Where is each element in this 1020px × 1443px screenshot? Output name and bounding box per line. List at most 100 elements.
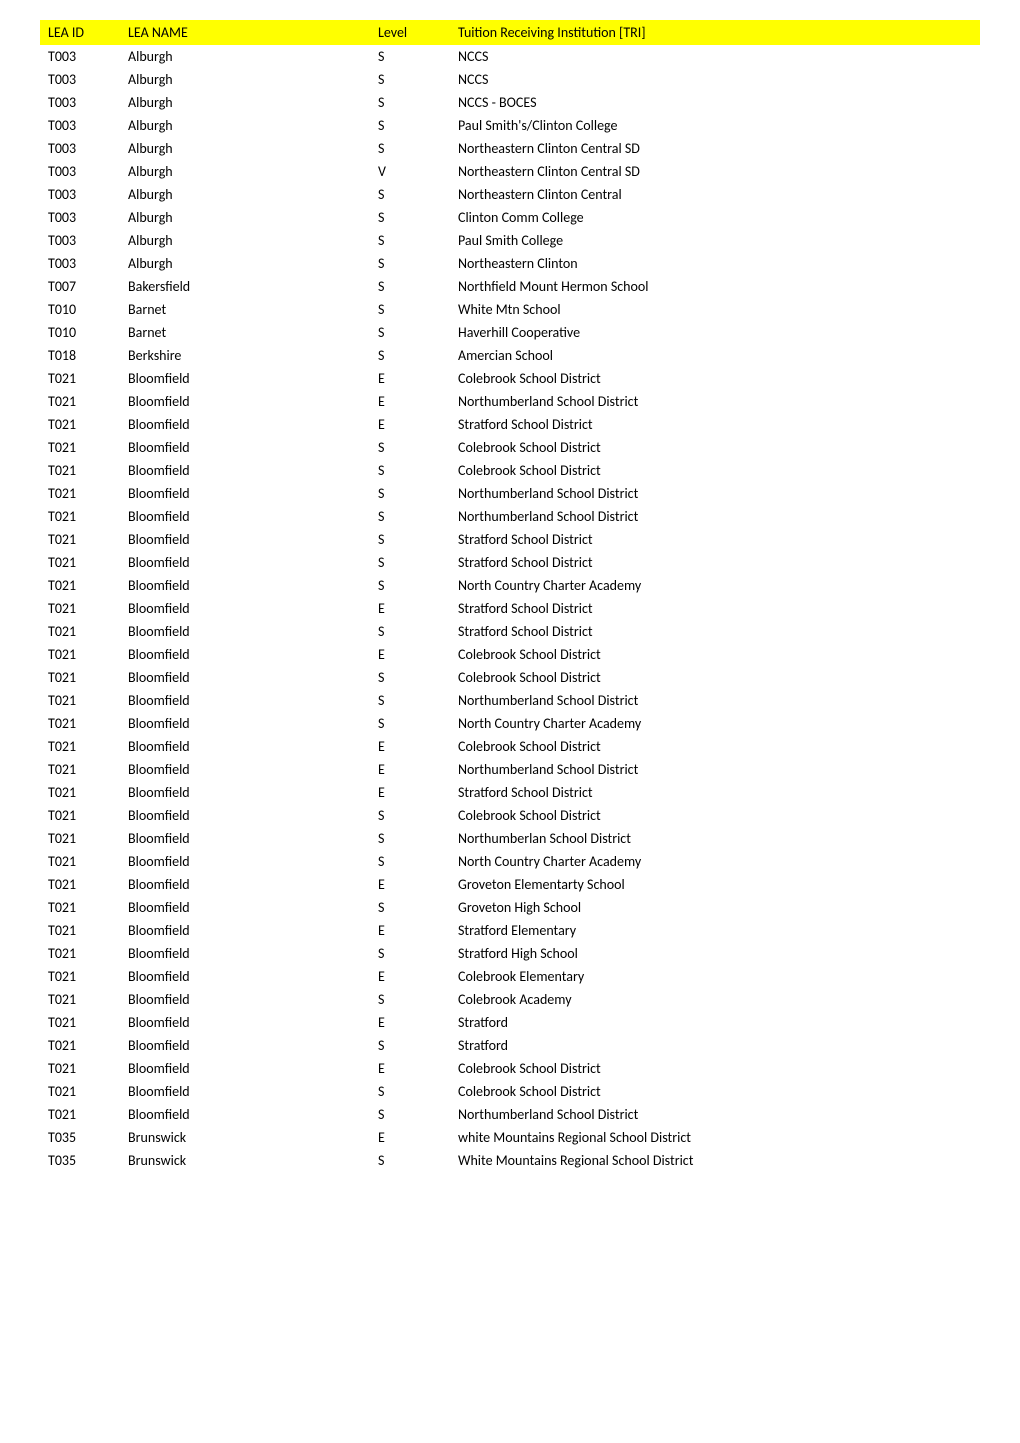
cell-lea-name: Bloomfield bbox=[120, 919, 370, 942]
cell-lea-id: T003 bbox=[40, 229, 120, 252]
cell-lea-name: Bloomfield bbox=[120, 1011, 370, 1034]
cell-level: E bbox=[370, 643, 450, 666]
cell-tri: Groveton High School bbox=[450, 896, 980, 919]
cell-lea-id: T021 bbox=[40, 1080, 120, 1103]
cell-lea-id: T021 bbox=[40, 551, 120, 574]
cell-lea-id: T021 bbox=[40, 873, 120, 896]
cell-lea-name: Bloomfield bbox=[120, 390, 370, 413]
table-row: T035BrunswickSWhite Mountains Regional S… bbox=[40, 1149, 980, 1172]
cell-lea-name: Berkshire bbox=[120, 344, 370, 367]
cell-lea-id: T021 bbox=[40, 827, 120, 850]
cell-lea-name: Bloomfield bbox=[120, 597, 370, 620]
cell-level: S bbox=[370, 988, 450, 1011]
cell-lea-id: T021 bbox=[40, 689, 120, 712]
cell-tri: Colebrook School District bbox=[450, 1057, 980, 1080]
cell-tri: Northumberlan School District bbox=[450, 827, 980, 850]
cell-tri: North Country Charter Academy bbox=[450, 712, 980, 735]
cell-level: S bbox=[370, 229, 450, 252]
cell-level: S bbox=[370, 1080, 450, 1103]
cell-lea-name: Bloomfield bbox=[120, 965, 370, 988]
cell-level: S bbox=[370, 528, 450, 551]
cell-lea-name: Bloomfield bbox=[120, 1057, 370, 1080]
cell-lea-name: Bloomfield bbox=[120, 942, 370, 965]
cell-level: E bbox=[370, 735, 450, 758]
cell-lea-name: Bloomfield bbox=[120, 505, 370, 528]
cell-lea-name: Alburgh bbox=[120, 183, 370, 206]
cell-lea-name: Brunswick bbox=[120, 1126, 370, 1149]
cell-lea-id: T003 bbox=[40, 206, 120, 229]
cell-lea-name: Bloomfield bbox=[120, 436, 370, 459]
cell-tri: Colebrook School District bbox=[450, 436, 980, 459]
cell-tri: Stratford Elementary bbox=[450, 919, 980, 942]
cell-tri: Stratford School District bbox=[450, 551, 980, 574]
cell-tri: Northumberland School District bbox=[450, 482, 980, 505]
cell-lea-id: T003 bbox=[40, 137, 120, 160]
header-tri: Tuition Receiving Institution [TRI] bbox=[450, 20, 980, 45]
cell-lea-name: Bloomfield bbox=[120, 620, 370, 643]
cell-tri: North Country Charter Academy bbox=[450, 850, 980, 873]
cell-tri: Colebrook School District bbox=[450, 735, 980, 758]
cell-tri: Colebrook Elementary bbox=[450, 965, 980, 988]
cell-level: E bbox=[370, 367, 450, 390]
data-table: LEA ID LEA NAME Level Tuition Receiving … bbox=[40, 20, 980, 1172]
cell-level: E bbox=[370, 413, 450, 436]
cell-lea-id: T035 bbox=[40, 1126, 120, 1149]
cell-level: S bbox=[370, 45, 450, 68]
cell-tri: Paul Smith College bbox=[450, 229, 980, 252]
table-row: T021BloomfieldSStratford School District bbox=[40, 528, 980, 551]
table-row: T021BloomfieldSStratford bbox=[40, 1034, 980, 1057]
header-row: LEA ID LEA NAME Level Tuition Receiving … bbox=[40, 20, 980, 45]
cell-level: S bbox=[370, 850, 450, 873]
cell-level: S bbox=[370, 68, 450, 91]
cell-level: E bbox=[370, 919, 450, 942]
cell-lea-id: T021 bbox=[40, 390, 120, 413]
cell-lea-name: Barnet bbox=[120, 298, 370, 321]
table-row: T021BloomfieldSNorthumberlan School Dist… bbox=[40, 827, 980, 850]
cell-level: E bbox=[370, 1011, 450, 1034]
cell-level: E bbox=[370, 597, 450, 620]
cell-lea-name: Alburgh bbox=[120, 252, 370, 275]
table-row: T021BloomfieldSNorthumberland School Dis… bbox=[40, 1103, 980, 1126]
table-row: T021BloomfieldEStratford Elementary bbox=[40, 919, 980, 942]
cell-level: S bbox=[370, 137, 450, 160]
cell-lea-id: T003 bbox=[40, 183, 120, 206]
cell-level: S bbox=[370, 206, 450, 229]
cell-lea-id: T021 bbox=[40, 505, 120, 528]
table-row: T021BloomfieldSStratford School District bbox=[40, 551, 980, 574]
cell-lea-id: T021 bbox=[40, 574, 120, 597]
cell-level: S bbox=[370, 574, 450, 597]
cell-lea-id: T021 bbox=[40, 919, 120, 942]
cell-level: S bbox=[370, 666, 450, 689]
cell-lea-name: Bakersfield bbox=[120, 275, 370, 298]
table-row: T021BloomfieldSColebrook School District bbox=[40, 666, 980, 689]
cell-tri: Northumberland School District bbox=[450, 390, 980, 413]
table-row: T003AlburghSNCCS - BOCES bbox=[40, 91, 980, 114]
table-row: T003AlburghVNortheastern Clinton Central… bbox=[40, 160, 980, 183]
cell-lea-id: T021 bbox=[40, 643, 120, 666]
cell-tri: Northeastern Clinton Central bbox=[450, 183, 980, 206]
cell-lea-name: Bloomfield bbox=[120, 873, 370, 896]
cell-tri: Northeastern Clinton Central SD bbox=[450, 160, 980, 183]
table-row: T021BloomfieldEColebrook School District bbox=[40, 1057, 980, 1080]
cell-level: S bbox=[370, 804, 450, 827]
cell-lea-id: T007 bbox=[40, 275, 120, 298]
cell-lea-id: T021 bbox=[40, 965, 120, 988]
cell-lea-name: Bloomfield bbox=[120, 367, 370, 390]
cell-level: E bbox=[370, 1057, 450, 1080]
cell-lea-id: T010 bbox=[40, 321, 120, 344]
cell-lea-name: Bloomfield bbox=[120, 1034, 370, 1057]
table-row: T021BloomfieldEColebrook Elementary bbox=[40, 965, 980, 988]
cell-lea-name: Bloomfield bbox=[120, 804, 370, 827]
cell-lea-id: T021 bbox=[40, 597, 120, 620]
cell-tri: White Mountains Regional School District bbox=[450, 1149, 980, 1172]
cell-lea-id: T021 bbox=[40, 413, 120, 436]
cell-level: S bbox=[370, 1034, 450, 1057]
cell-tri: Stratford School District bbox=[450, 597, 980, 620]
cell-level: S bbox=[370, 459, 450, 482]
cell-tri: Stratford bbox=[450, 1034, 980, 1057]
cell-tri: Colebrook Academy bbox=[450, 988, 980, 1011]
cell-tri: Haverhill Cooperative bbox=[450, 321, 980, 344]
table-row: T018BerkshireSAmercian School bbox=[40, 344, 980, 367]
cell-lea-name: Alburgh bbox=[120, 114, 370, 137]
table-row: T003AlburghSClinton Comm College bbox=[40, 206, 980, 229]
